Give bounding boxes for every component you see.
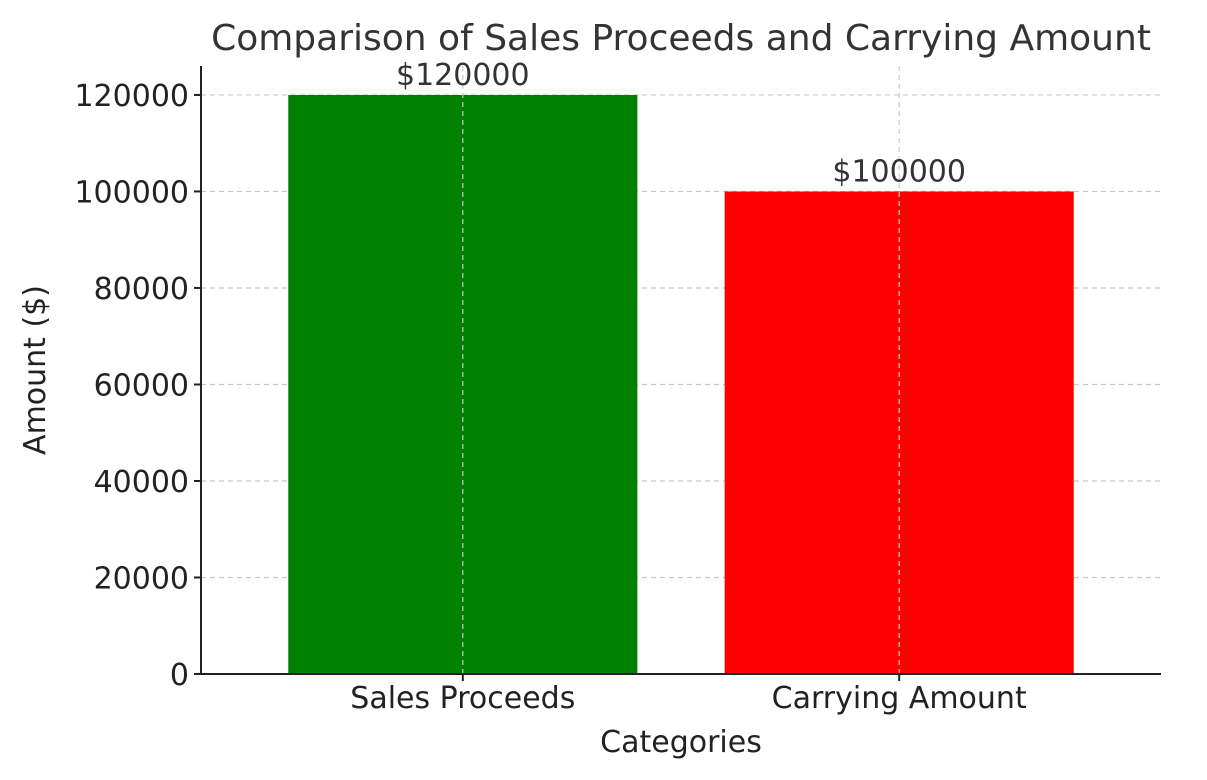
axes	[200, 66, 1161, 675]
x-tick-label: Sales Proceeds	[350, 681, 575, 716]
vertical-grid	[462, 66, 900, 674]
bar-value-label: $120000	[396, 58, 530, 93]
y-ticks: 0 20000 40000 60000 80000 100000 120000	[74, 79, 201, 693]
x-axis-label: Categories	[600, 725, 762, 760]
y-tick-label: 0	[170, 658, 189, 693]
data-labels: $120000 $100000	[396, 58, 966, 190]
bar-carrying-amount	[724, 191, 1074, 674]
chart-title: Comparison of Sales Proceeds and Carryin…	[211, 18, 1151, 59]
bar-value-label: $100000	[832, 154, 966, 189]
x-ticks: Sales Proceeds Carrying Amount	[350, 674, 1027, 716]
y-axis-label: Amount ($)	[18, 285, 53, 455]
y-tick-label: 40000	[94, 465, 189, 500]
x-tick-label: Carrying Amount	[772, 681, 1027, 716]
y-tick-label: 20000	[94, 561, 189, 596]
y-tick-label: 80000	[94, 272, 189, 307]
y-tick-label: 60000	[94, 368, 189, 403]
y-tick-label: 100000	[74, 175, 189, 210]
y-tick-label: 120000	[74, 79, 189, 114]
